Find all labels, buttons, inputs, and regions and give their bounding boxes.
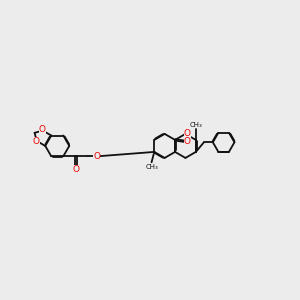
Text: O: O <box>33 137 40 146</box>
Text: O: O <box>184 129 190 138</box>
Text: CH₃: CH₃ <box>145 164 158 170</box>
Text: O: O <box>72 165 79 174</box>
Text: O: O <box>93 152 100 161</box>
Text: O: O <box>39 125 46 134</box>
Text: CH₃: CH₃ <box>190 122 202 128</box>
Text: O: O <box>184 137 191 146</box>
